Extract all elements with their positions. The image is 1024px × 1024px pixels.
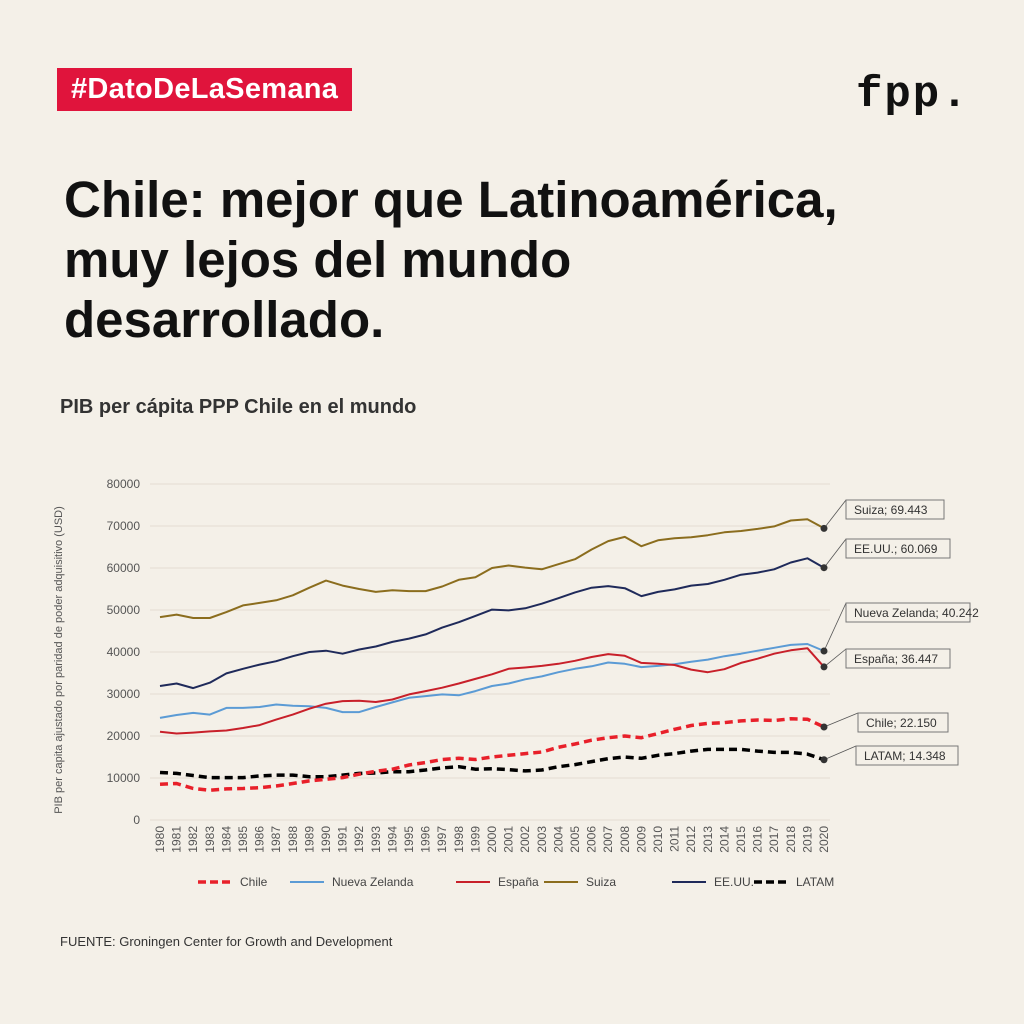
x-tick-label: 1982 [186, 826, 200, 853]
annotation-label: Suiza; 69.443 [854, 503, 928, 517]
legend-label: Nueva Zelanda [332, 875, 414, 889]
x-tick-label: 2012 [684, 826, 698, 853]
x-tick-label: 2014 [717, 826, 731, 853]
y-tick-label: 30000 [107, 687, 141, 701]
annotation-leader [823, 538, 847, 568]
annotation-box [845, 602, 971, 623]
series-line-nueva-zelanda [159, 643, 825, 719]
y-axis-title: PIB per capita ajustado por paridad de p… [53, 506, 65, 814]
annotation-box [845, 499, 945, 520]
annotation-leader [823, 499, 847, 529]
legend-label: Suiza [586, 875, 616, 889]
x-tick-label: 1980 [153, 826, 167, 853]
x-tick-label: 2010 [651, 826, 665, 853]
series-line-ee-uu- [159, 557, 825, 690]
legend-label: Chile [240, 875, 268, 889]
x-tick-label: 1989 [302, 826, 316, 853]
x-tick-label: 2002 [518, 826, 532, 853]
x-tick-label: 2009 [634, 826, 648, 853]
series-line-suiza [159, 518, 825, 619]
y-tick-label: 10000 [107, 771, 141, 785]
series-line-latam [159, 747, 825, 780]
hashtag-badge: #DatoDeLaSemana [57, 68, 353, 111]
x-tick-label: 2015 [734, 826, 748, 853]
legend-label: LATAM [796, 875, 834, 889]
x-tick-label: 2006 [585, 826, 599, 853]
x-tick-label: 1992 [352, 826, 366, 853]
x-tick-label: 2005 [568, 826, 582, 853]
x-tick-label: 1994 [385, 826, 399, 853]
annotation-leader [823, 602, 847, 652]
x-tick-label: 2003 [535, 826, 549, 853]
x-tick-label: 2007 [601, 826, 615, 853]
y-tick-label: 40000 [107, 645, 141, 659]
annotation-leader [823, 648, 847, 668]
annotation-label: EE.UU.; 60.069 [854, 542, 938, 556]
y-tick-label: 80000 [107, 477, 141, 491]
x-tick-label: 1997 [435, 826, 449, 853]
y-tick-label: 20000 [107, 729, 141, 743]
page-title: Chile: mejor que Latinoamérica, muy lejo… [64, 171, 838, 348]
x-tick-label: 2001 [502, 826, 516, 853]
series-line-chile [159, 717, 825, 792]
y-tick-label: 70000 [107, 519, 141, 533]
x-tick-label: 2019 [800, 826, 814, 853]
annotation-box [857, 712, 949, 733]
annotation-box [855, 745, 959, 766]
end-point-marker [820, 756, 828, 764]
x-tick-label: 1985 [236, 826, 250, 853]
x-tick-label: 1990 [319, 826, 333, 853]
annotation-label: España; 36.447 [854, 652, 938, 666]
x-tick-label: 2020 [817, 826, 831, 853]
end-point-marker [820, 524, 828, 532]
annotation-leader [823, 712, 859, 728]
x-tick-label: 1987 [269, 826, 283, 853]
y-tick-label: 50000 [107, 603, 141, 617]
annotation-label: Nueva Zelanda; 40.242 [854, 606, 979, 620]
y-tick-label: 0 [133, 813, 140, 827]
x-tick-label: 1991 [336, 826, 350, 853]
x-tick-label: 1993 [369, 826, 383, 853]
chart-subtitle: PIB per cápita PPP Chile en el mundo [60, 396, 417, 418]
x-tick-label: 2017 [767, 826, 781, 853]
x-tick-label: 2008 [618, 826, 632, 853]
x-tick-label: 2004 [551, 826, 565, 853]
x-tick-label: 1983 [203, 826, 217, 853]
x-tick-label: 2011 [668, 826, 682, 852]
x-tick-label: 1995 [402, 826, 416, 853]
x-tick-label: 2018 [784, 826, 798, 853]
x-tick-label: 2013 [701, 826, 715, 853]
annotation-box [845, 648, 951, 669]
end-point-marker [820, 723, 828, 731]
annotation-label: LATAM; 14.348 [864, 749, 946, 763]
x-tick-label: 1999 [468, 826, 482, 853]
x-tick-label: 2016 [751, 826, 765, 853]
x-tick-label: 1981 [170, 826, 184, 853]
end-point-marker [820, 647, 828, 655]
source-note: FUENTE: Groningen Center for Growth and … [60, 934, 393, 949]
x-tick-label: 1996 [419, 826, 433, 853]
annotation-leader [823, 745, 857, 761]
annotation-label: Chile; 22.150 [866, 716, 937, 730]
y-tick-label: 60000 [107, 561, 141, 575]
x-tick-label: 1984 [219, 826, 233, 853]
x-tick-label: 1986 [253, 826, 267, 853]
legend-label: España [498, 875, 539, 889]
x-tick-label: 1998 [452, 826, 466, 853]
x-tick-label: 2000 [485, 826, 499, 853]
x-tick-label: 1988 [286, 826, 300, 853]
legend-label: EE.UU. [714, 875, 754, 889]
fpp-logo: fpp. [856, 70, 970, 120]
end-point-marker [820, 564, 828, 572]
end-point-marker [820, 663, 828, 671]
series-line-espa-a [159, 647, 825, 735]
annotation-box [845, 538, 951, 559]
